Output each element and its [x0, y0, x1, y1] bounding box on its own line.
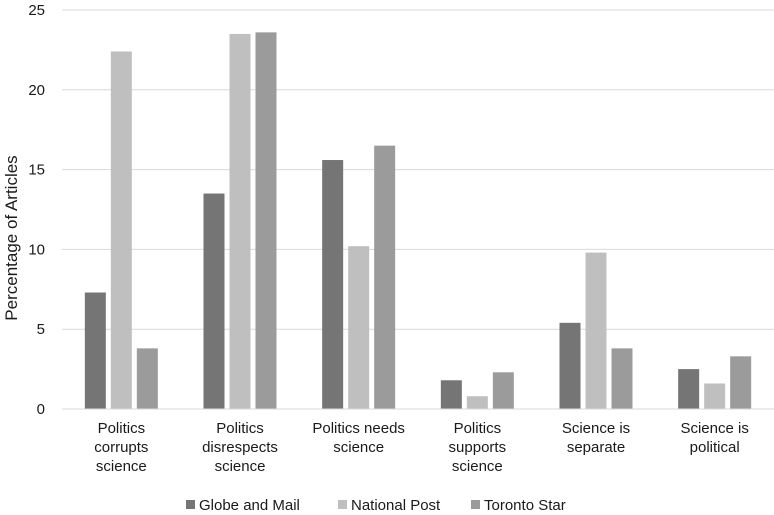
x-tick-label: Science is political: [680, 420, 748, 456]
legend-label: National Post: [351, 497, 441, 514]
bar: [585, 252, 607, 409]
y-tick-label: 20: [28, 82, 45, 99]
bar: [559, 322, 581, 409]
y-tick-label: 5: [37, 321, 45, 338]
bar: [492, 372, 514, 409]
bar: [136, 348, 158, 409]
legend-swatch: [338, 500, 347, 509]
bar: [730, 356, 752, 409]
y-axis-ticks: 0 5 10 15 20 25: [28, 2, 45, 418]
legend-swatch: [186, 500, 195, 509]
bar: [84, 292, 106, 409]
bar: [374, 145, 396, 409]
legend: Globe and Mail National Post Toronto Star: [186, 497, 566, 514]
bar: [466, 396, 488, 409]
bars: [84, 32, 752, 410]
y-tick-label: 0: [37, 401, 45, 418]
x-axis-categories: Politics corrupts science Politics disrespec…: [94, 420, 749, 475]
gridlines: [62, 9, 774, 330]
bar: [440, 380, 462, 409]
y-tick-label: 10: [28, 241, 45, 258]
y-axis-label: Percentage of Articles: [2, 155, 21, 320]
bar: [611, 348, 633, 409]
bar: [229, 33, 251, 409]
x-tick-label: Politics disrespects science: [202, 420, 278, 475]
bar: [255, 32, 277, 410]
bar: [110, 51, 132, 409]
legend-swatch: [471, 500, 480, 509]
y-tick-label: 25: [28, 2, 45, 19]
y-tick-label: 15: [28, 162, 45, 179]
bar: [704, 383, 726, 409]
bar: [203, 193, 225, 409]
x-tick-label: Politics needs science: [312, 420, 405, 456]
bar: [348, 246, 370, 409]
x-tick-label: Politics supports science: [449, 420, 507, 475]
legend-label: Globe and Mail: [199, 497, 300, 514]
x-tick-label: Science is separate: [562, 420, 630, 456]
legend-label: Toronto Star: [484, 497, 566, 514]
bar: [678, 369, 700, 409]
x-tick-label: Politics corrupts science: [94, 420, 148, 475]
bar: [322, 160, 344, 409]
